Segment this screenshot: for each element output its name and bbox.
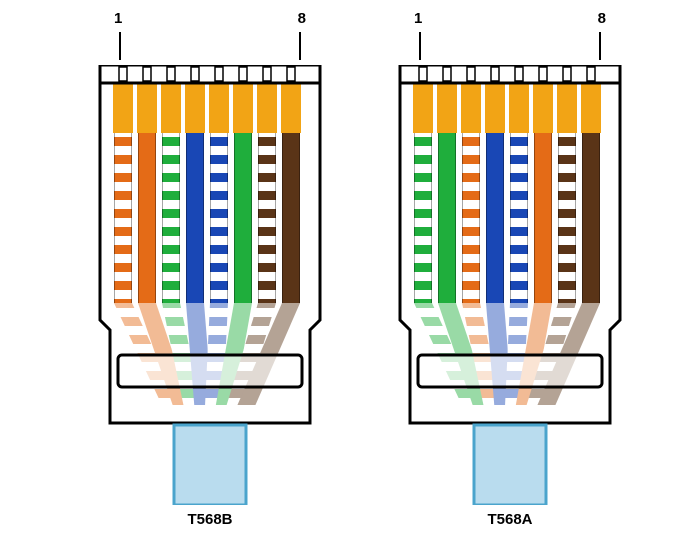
pin-1-label: 1 xyxy=(414,10,422,27)
wire-3 xyxy=(462,133,480,303)
connector-svg xyxy=(370,65,650,505)
connector-left: 18T568B xyxy=(70,10,350,528)
wire-2 xyxy=(438,133,456,303)
pin-8-tick xyxy=(599,32,601,60)
wire-8 xyxy=(582,133,600,303)
pin-8-label: 8 xyxy=(598,10,606,27)
wire-8 xyxy=(282,133,300,303)
wire-4 xyxy=(486,133,504,303)
pin-1-tick xyxy=(419,32,421,60)
pin-8-label: 8 xyxy=(298,10,306,27)
cable xyxy=(174,425,246,505)
wire-1 xyxy=(414,133,432,303)
wire-6 xyxy=(534,133,552,303)
connector-right: 18T568A xyxy=(370,10,650,528)
connector-svg xyxy=(70,65,350,505)
clip-slot xyxy=(418,355,602,387)
wire-2 xyxy=(138,133,156,303)
wire-3 xyxy=(162,133,180,303)
pin-number-labels: 18 xyxy=(370,10,650,65)
pin-number-labels: 18 xyxy=(70,10,350,65)
wire-5 xyxy=(210,133,228,303)
clip-slot xyxy=(118,355,302,387)
wire-6 xyxy=(234,133,252,303)
pin-1-tick xyxy=(119,32,121,60)
pin-8-tick xyxy=(299,32,301,60)
cable xyxy=(474,425,546,505)
standard-name-label: T568B xyxy=(70,511,350,528)
pin-1-label: 1 xyxy=(114,10,122,27)
wire-5 xyxy=(510,133,528,303)
wire-7 xyxy=(558,133,576,303)
standard-name-label: T568A xyxy=(370,511,650,528)
wire-1 xyxy=(114,133,132,303)
wire-7 xyxy=(258,133,276,303)
wire-4 xyxy=(186,133,204,303)
